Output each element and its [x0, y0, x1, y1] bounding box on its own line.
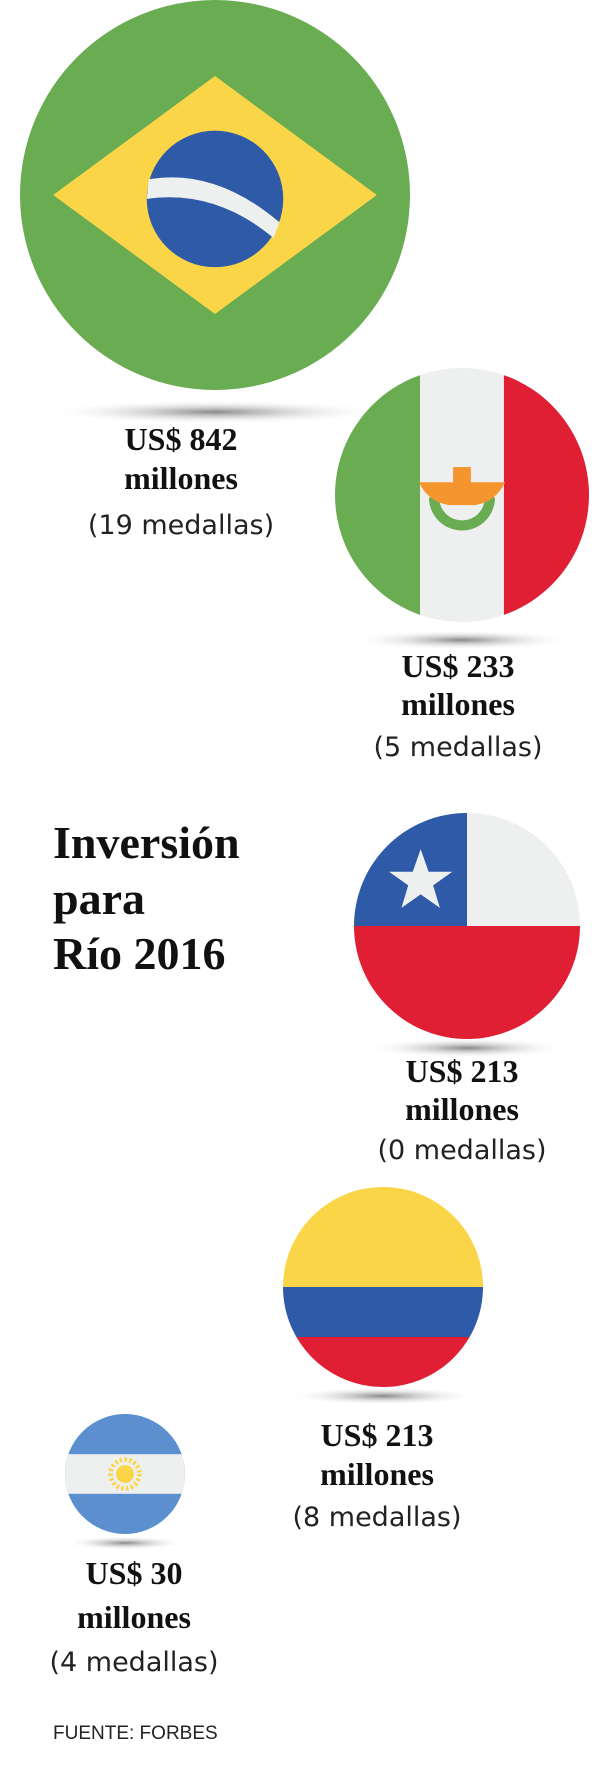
- shadow: [65, 1536, 185, 1550]
- flag-mexico: [335, 368, 589, 622]
- flag-argentina: [65, 1414, 185, 1534]
- unit: millones: [124, 460, 238, 496]
- flag-brazil: [19, 0, 410, 390]
- shadow: [367, 1038, 567, 1058]
- title-line: Inversión: [53, 817, 240, 868]
- source: FUENTE: FORBES: [53, 1723, 218, 1744]
- amount: US$ 30: [86, 1555, 183, 1591]
- amount: US$ 213: [406, 1053, 519, 1089]
- medals: (8 medallas): [292, 1502, 461, 1533]
- amount: US$ 842: [125, 421, 238, 457]
- title-line: para: [53, 873, 145, 924]
- medals: (19 medallas): [88, 510, 274, 541]
- medals: (4 medallas): [49, 1647, 218, 1678]
- shadow: [45, 400, 385, 424]
- amount: US$ 233: [402, 648, 515, 684]
- shadow: [352, 630, 572, 650]
- medals: (5 medallas): [373, 732, 542, 763]
- unit: millones: [401, 686, 515, 722]
- unit: millones: [320, 1456, 434, 1492]
- amount: US$ 213: [321, 1417, 434, 1453]
- unit: millones: [405, 1091, 519, 1127]
- flag-chile: [354, 813, 580, 1039]
- title-line: Río 2016: [53, 928, 226, 979]
- shadow: [288, 1387, 478, 1405]
- flag-colombia: [283, 1187, 483, 1387]
- medals: (0 medallas): [377, 1135, 546, 1166]
- unit: millones: [77, 1599, 191, 1635]
